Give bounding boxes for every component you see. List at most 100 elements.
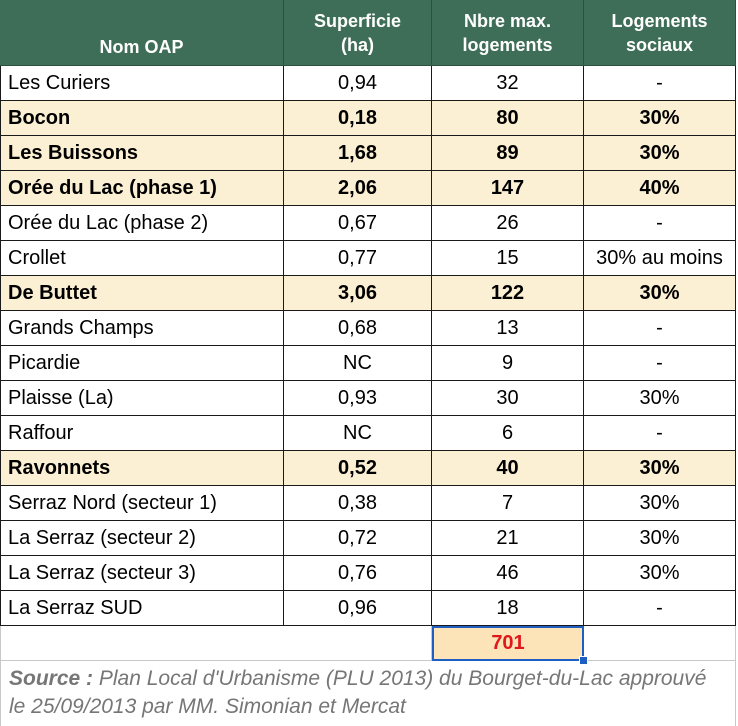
header-logements-sociaux[interactable]: Logements sociaux — [584, 0, 736, 66]
cell-superficie[interactable]: 0,67 — [284, 206, 432, 241]
cell-nom-oap[interactable]: Raffour — [0, 416, 284, 451]
header-superficie-line2: (ha) — [341, 34, 374, 55]
cell-logements-sociaux[interactable]: 30% — [584, 381, 736, 416]
header-superficie-text: Superficie (ha) — [314, 9, 401, 57]
header-superficie[interactable]: Superficie (ha) — [284, 0, 432, 66]
cell-nom-oap[interactable]: La Serraz SUD — [0, 591, 284, 626]
total-value: 701 — [491, 632, 525, 654]
cell-nbre-logements[interactable]: 80 — [432, 101, 584, 136]
cell-superficie[interactable]: 0,68 — [284, 311, 432, 346]
header-logements-sociaux-line2: sociaux — [625, 34, 694, 55]
cell-logements-sociaux[interactable]: 30% — [584, 101, 736, 136]
cell-logements-sociaux[interactable]: 30% au moins — [584, 241, 736, 276]
table-row: La Serraz SUD 0,96 18- — [0, 591, 736, 626]
cell-superficie[interactable]: 3,06 — [284, 276, 432, 311]
header-nbre-logements-line1: Nbre max. — [463, 10, 552, 31]
cell-superficie[interactable]: 0,38 — [284, 486, 432, 521]
cell-nbre-logements[interactable]: 7 — [432, 486, 584, 521]
cell-logements-sociaux[interactable]: 40% — [584, 171, 736, 206]
cell-nbre-logements[interactable]: 32 — [432, 66, 584, 101]
cell-superficie[interactable]: 0,96 — [284, 591, 432, 626]
cell-superficie[interactable]: 0,76 — [284, 556, 432, 591]
cell-logements-sociaux[interactable]: 30% — [584, 276, 736, 311]
cell-nom-oap[interactable]: Picardie — [0, 346, 284, 381]
total-blank-cell[interactable] — [0, 626, 432, 661]
cell-nom-oap[interactable]: Crollet — [0, 241, 284, 276]
table-row: Orée du Lac (phase 1) 2,06 147 40% — [0, 171, 736, 206]
table-row: Crollet 0,77 15 30% au moins — [0, 241, 736, 276]
header-nbre-logements[interactable]: Nbre max. logements — [432, 0, 584, 66]
header-nbre-logements-text: Nbre max. logements — [462, 9, 552, 57]
cell-logements-sociaux[interactable]: - — [584, 346, 736, 381]
cell-nbre-logements[interactable]: 40 — [432, 451, 584, 486]
source-text: Plan Local d'Urbanisme (PLU 2013) du Bou… — [9, 667, 707, 718]
cell-superficie[interactable]: 0,18 — [284, 101, 432, 136]
table-row: La Serraz (secteur 2) 0,72 21 30% — [0, 521, 736, 556]
table-row: Bocon 0,18 80 30% — [0, 101, 736, 136]
cell-superficie[interactable]: 1,68 — [284, 136, 432, 171]
cell-superficie[interactable]: 0,77 — [284, 241, 432, 276]
cell-nom-oap[interactable]: Les Curiers — [0, 66, 284, 101]
cell-superficie[interactable]: 0,52 — [284, 451, 432, 486]
cell-nbre-logements[interactable]: 9 — [432, 346, 584, 381]
table-row: De Buttet 3,06 122 30% — [0, 276, 736, 311]
cell-logements-sociaux[interactable]: - — [584, 591, 736, 626]
cell-superficie[interactable]: NC — [284, 416, 432, 451]
cell-logements-sociaux[interactable]: 30% — [584, 521, 736, 556]
total-cell-selected[interactable]: 701 — [432, 626, 584, 661]
cell-nom-oap[interactable]: Les Buissons — [0, 136, 284, 171]
cell-logements-sociaux[interactable]: - — [584, 311, 736, 346]
cell-logements-sociaux[interactable]: - — [584, 416, 736, 451]
cell-nom-oap[interactable]: La Serraz (secteur 3) — [0, 556, 284, 591]
table-row: Raffour NC 6- — [0, 416, 736, 451]
table-row: Les Curiers 0,94 32- — [0, 66, 736, 101]
cell-nbre-logements[interactable]: 6 — [432, 416, 584, 451]
table-row: Serraz Nord (secteur 1) 0,38 7 30% — [0, 486, 736, 521]
table-row: La Serraz (secteur 3) 0,76 46 30% — [0, 556, 736, 591]
cell-nom-oap[interactable]: Orée du Lac (phase 2) — [0, 206, 284, 241]
cell-logements-sociaux[interactable]: 30% — [584, 136, 736, 171]
cell-superficie[interactable]: 2,06 — [284, 171, 432, 206]
table-row: Les Buissons 1,68 89 30% — [0, 136, 736, 171]
cell-superficie[interactable]: 0,72 — [284, 521, 432, 556]
cell-nom-oap[interactable]: Plaisse (La) — [0, 381, 284, 416]
header-superficie-line1: Superficie — [313, 10, 402, 31]
cell-nom-oap[interactable]: Grands Champs — [0, 311, 284, 346]
cell-nbre-logements[interactable]: 18 — [432, 591, 584, 626]
table-row: Orée du Lac (phase 2) 0,67 26- — [0, 206, 736, 241]
cell-superficie[interactable]: 0,93 — [284, 381, 432, 416]
cell-nbre-logements[interactable]: 13 — [432, 311, 584, 346]
table-row: Ravonnets 0,52 40 30% — [0, 451, 736, 486]
header-nbre-logements-line2: logements — [462, 34, 553, 55]
cell-nbre-logements[interactable]: 89 — [432, 136, 584, 171]
cell-nom-oap[interactable]: Bocon — [0, 101, 284, 136]
cell-nom-oap[interactable]: Ravonnets — [0, 451, 284, 486]
cell-logements-sociaux[interactable]: 30% — [584, 556, 736, 591]
cell-nbre-logements[interactable]: 26 — [432, 206, 584, 241]
cell-logements-sociaux[interactable]: 30% — [584, 451, 736, 486]
table-body: Les Curiers 0,94 32- Bocon 0,18 80 30% Les Buis… — [0, 66, 736, 626]
source-label: Source : — [9, 667, 94, 690]
cell-nbre-logements[interactable]: 122 — [432, 276, 584, 311]
header-logements-sociaux-line1: Logements — [611, 10, 708, 31]
cell-nbre-logements[interactable]: 21 — [432, 521, 584, 556]
cell-nbre-logements[interactable]: 30 — [432, 381, 584, 416]
cell-superficie[interactable]: 0,94 — [284, 66, 432, 101]
selection-fill-handle[interactable] — [579, 656, 588, 665]
cell-nom-oap[interactable]: La Serraz (secteur 2) — [0, 521, 284, 556]
table-row: Picardie NC 9- — [0, 346, 736, 381]
header-nom-oap[interactable]: Nom OAP — [0, 0, 284, 66]
cell-nbre-logements[interactable]: 147 — [432, 171, 584, 206]
table-row: Plaisse (La) 0,93 30 30% — [0, 381, 736, 416]
total-empty-cell[interactable] — [584, 626, 736, 661]
cell-nbre-logements[interactable]: 46 — [432, 556, 584, 591]
cell-superficie[interactable]: NC — [284, 346, 432, 381]
cell-logements-sociaux[interactable]: 30% — [584, 486, 736, 521]
cell-nom-oap[interactable]: Orée du Lac (phase 1) — [0, 171, 284, 206]
cell-logements-sociaux[interactable]: - — [584, 206, 736, 241]
cell-nbre-logements[interactable]: 15 — [432, 241, 584, 276]
cell-nom-oap[interactable]: Serraz Nord (secteur 1) — [0, 486, 284, 521]
cell-logements-sociaux[interactable]: - — [584, 66, 736, 101]
cell-nom-oap[interactable]: De Buttet — [0, 276, 284, 311]
